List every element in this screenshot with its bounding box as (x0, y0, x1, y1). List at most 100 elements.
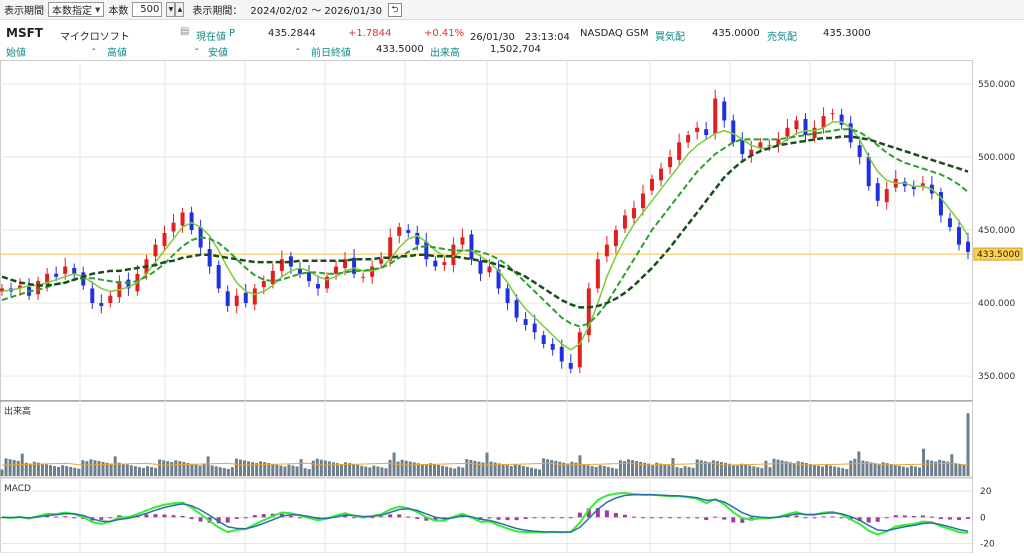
count-input[interactable]: 500 (132, 2, 163, 17)
chart-svg[interactable]: 550.000 500.000 450.000 400.000 350.000 433.5… (0, 60, 1024, 554)
volume-bar (210, 465, 214, 476)
candle-body (794, 120, 799, 130)
volume-bar (53, 466, 57, 476)
candle-body (523, 319, 528, 325)
volume-bar (186, 462, 190, 476)
volume-bar (141, 467, 145, 476)
candle-body (686, 135, 691, 143)
volume-bar (562, 462, 566, 476)
volume-bar (485, 452, 489, 476)
volume-bar (396, 461, 400, 476)
volume-bar (772, 458, 776, 476)
macd-histogram-bar (740, 517, 745, 523)
candle-body (668, 156, 673, 168)
volume-bar (481, 462, 485, 476)
volume-bar (558, 461, 562, 476)
volume-bar (889, 463, 893, 476)
candle-body (379, 259, 384, 264)
volume-bar (57, 466, 61, 476)
chart-area[interactable]: 550.000 500.000 450.000 400.000 350.000 433.5… (0, 60, 1024, 554)
macd-histogram-bar (261, 514, 266, 518)
period-mode-select[interactable]: 本数指定 ▼ (48, 2, 105, 17)
volume-bar (841, 468, 845, 476)
volume-bar (922, 448, 926, 476)
candle-body (550, 343, 555, 350)
volume-bar (441, 465, 445, 476)
macd-histogram-bar (550, 517, 555, 519)
volume-bar (420, 464, 424, 476)
macd-histogram-bar (72, 517, 77, 519)
volume-bar (93, 460, 97, 476)
volume-bar (32, 461, 36, 476)
volume-bar (958, 464, 962, 476)
macd-histogram-bar (541, 517, 546, 519)
macd-histogram-bar (812, 517, 817, 519)
candle-body (749, 149, 754, 156)
candle-body (496, 269, 501, 289)
moving-average-line (1, 121, 969, 351)
candle-body (406, 230, 411, 233)
candle-body (505, 288, 510, 304)
macd-histogram-bar (686, 517, 691, 519)
count-stepper[interactable]: ▼ ▲ (166, 2, 185, 17)
stepper-down-icon[interactable]: ▼ (166, 2, 176, 17)
macd-histogram-bar (379, 516, 384, 518)
volume-bar (631, 460, 635, 476)
volume-bar (643, 462, 647, 476)
volume-bar (465, 459, 469, 476)
reset-icon[interactable]: ⮌ (388, 2, 403, 17)
company-name: マイクロソフト (60, 32, 130, 43)
candle-body (388, 237, 393, 261)
volume-bar (497, 463, 501, 476)
volume-bar (505, 465, 509, 476)
open-label: 始値 (6, 48, 26, 59)
volume-bar (586, 465, 590, 476)
macd-histogram-bar (604, 510, 609, 518)
memo-icon[interactable]: ▤ (180, 26, 190, 37)
volume-bar (869, 462, 873, 476)
stepper-up-icon[interactable]: ▲ (175, 2, 185, 17)
volume-bar (307, 469, 311, 476)
volume-bar (4, 458, 8, 476)
volume-bar (501, 464, 505, 476)
volume-bar (679, 467, 683, 476)
volume-bar (372, 465, 376, 476)
volume-bar (24, 462, 28, 476)
macd-histogram-bar (722, 517, 727, 520)
volume-bar (166, 461, 170, 476)
macd-histogram-bar (577, 512, 582, 518)
volume-bar (913, 466, 917, 476)
volume-bar (635, 461, 639, 476)
volume-bar (946, 461, 950, 476)
candle-body (541, 335, 546, 344)
macd-histogram-bar (677, 517, 682, 519)
macd-histogram-bar (911, 515, 916, 518)
price-tick-label: 550.000 (978, 80, 1015, 90)
volume-bar (424, 465, 428, 476)
low-label: 安値 (208, 48, 228, 59)
volume-bar (352, 463, 356, 476)
candle-body (108, 295, 113, 304)
volume-bar (198, 465, 202, 476)
macd-histogram-bar (487, 517, 492, 519)
macd-histogram-bar (695, 517, 700, 519)
macd-histogram-bar (659, 517, 664, 519)
volume-bar (154, 467, 158, 476)
exchange: NASDAQ GSM (580, 28, 649, 39)
candle-body (613, 230, 618, 247)
volume-bar (691, 467, 695, 476)
macd-histogram-bar (99, 517, 104, 520)
macd-tick-label: -20 (980, 539, 995, 549)
macd-histogram-bar (713, 516, 718, 518)
macd-histogram-bar (415, 517, 420, 519)
volume-bar (238, 459, 242, 476)
macd-histogram-bar (821, 516, 826, 518)
volume-bar (408, 461, 412, 476)
candle-body (54, 273, 59, 277)
macd-histogram-bar (288, 515, 293, 518)
macd-histogram-bar (523, 517, 528, 520)
candle-body (63, 266, 68, 274)
price-tick-label: 400.000 (978, 299, 1015, 309)
volume-bar (816, 465, 820, 476)
volume-bar (469, 459, 473, 476)
